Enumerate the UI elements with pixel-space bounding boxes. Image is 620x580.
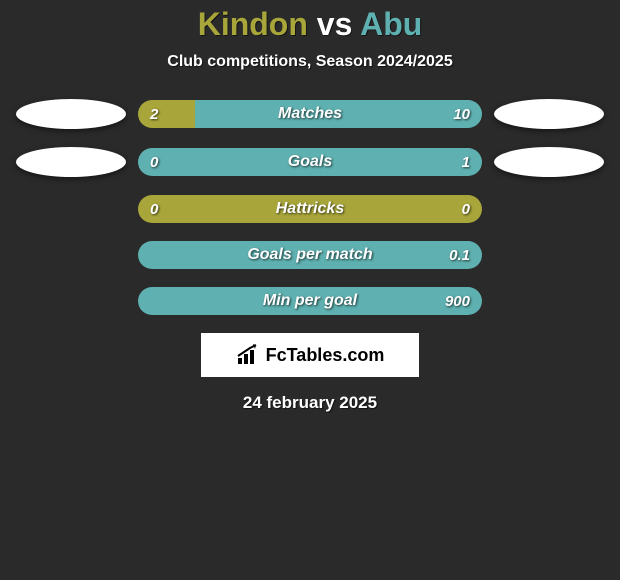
player1-oval	[16, 147, 126, 177]
logo-text: FcTables.com	[266, 345, 385, 366]
logo-box: FcTables.com	[201, 333, 419, 377]
stat-value-left: 2	[150, 100, 158, 128]
bar-segment-left	[138, 100, 195, 128]
stat-row: 0.1Goals per match	[0, 241, 620, 269]
date-label: 24 february 2025	[0, 393, 620, 413]
stat-row: 900Min per goal	[0, 287, 620, 315]
player1-name: Kindon	[198, 6, 308, 42]
stat-value-right: 900	[445, 287, 470, 315]
bar-segment-right	[138, 148, 482, 176]
stat-value-right: 0	[462, 195, 470, 223]
stat-row: 00Hattricks	[0, 195, 620, 223]
stat-bar: 01Goals	[138, 148, 482, 176]
stat-value-right: 1	[462, 148, 470, 176]
bar-segment-right	[138, 241, 482, 269]
chart-icon	[236, 344, 262, 366]
bar-segment-right	[138, 287, 482, 315]
stat-row: 210Matches	[0, 99, 620, 129]
bar-segment-left	[138, 195, 482, 223]
logo: FcTables.com	[236, 344, 385, 366]
player1-oval	[16, 99, 126, 129]
stat-value-left: 0	[150, 195, 158, 223]
stat-bar: 0.1Goals per match	[138, 241, 482, 269]
player2-name: Abu	[360, 6, 422, 42]
stat-bar: 900Min per goal	[138, 287, 482, 315]
stat-value-left: 0	[150, 148, 158, 176]
page-title: Kindon vs Abu	[0, 6, 620, 43]
subtitle: Club competitions, Season 2024/2025	[0, 53, 620, 71]
stat-value-right: 0.1	[449, 241, 470, 269]
vs-label: vs	[317, 6, 353, 42]
player2-oval	[494, 147, 604, 177]
player2-oval	[494, 99, 604, 129]
bar-segment-right	[195, 100, 482, 128]
comparison-infographic: Kindon vs Abu Club competitions, Season …	[0, 0, 620, 413]
stat-value-right: 10	[453, 100, 470, 128]
stat-bar: 00Hattricks	[138, 195, 482, 223]
stats-list: 210Matches01Goals00Hattricks0.1Goals per…	[0, 99, 620, 315]
stat-row: 01Goals	[0, 147, 620, 177]
stat-bar: 210Matches	[138, 100, 482, 128]
